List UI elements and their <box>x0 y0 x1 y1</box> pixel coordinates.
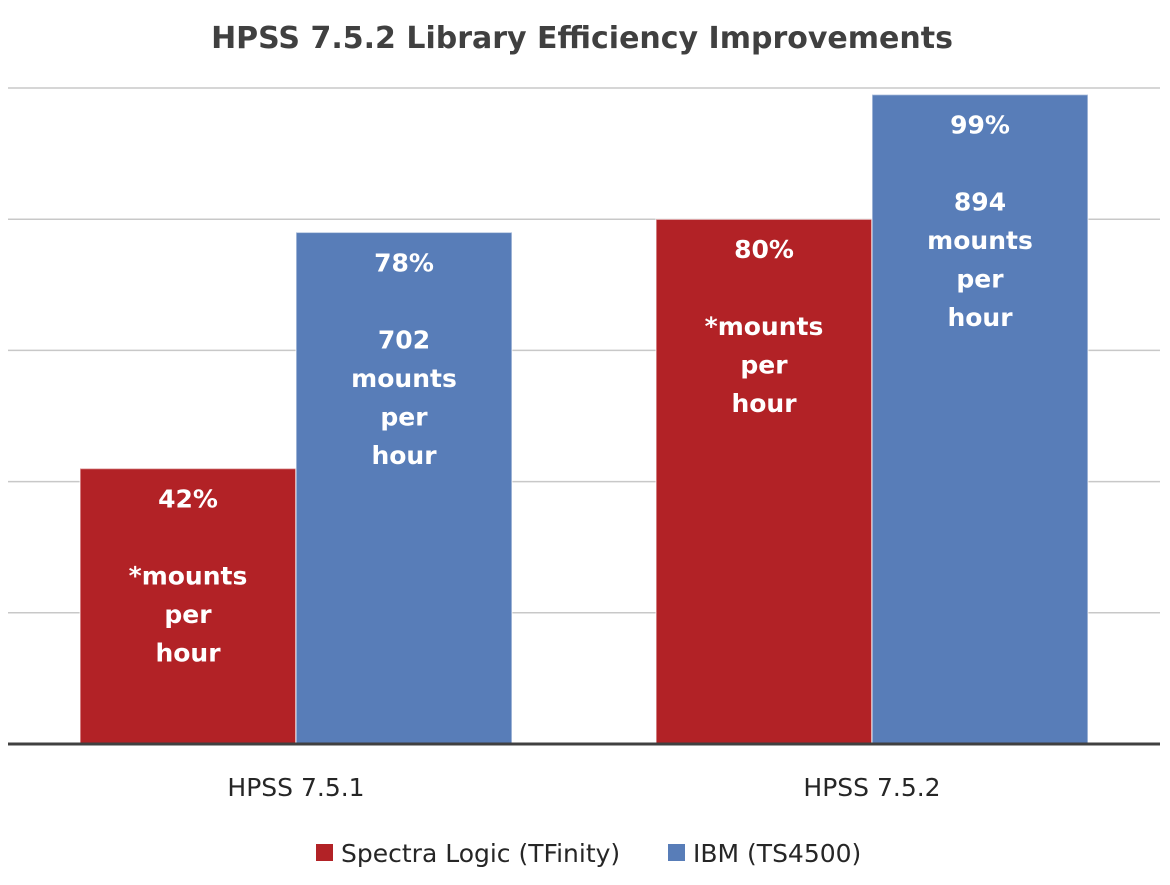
data-label: hour <box>731 389 797 418</box>
data-label: *mounts <box>705 312 824 341</box>
data-label: per <box>380 402 428 431</box>
category-labels: HPSS 7.5.1 HPSS 7.5.2 <box>227 773 940 802</box>
data-label: per <box>740 351 788 380</box>
bars: 42% *mounts per hour 78% 702 mounts per hour 80% *… <box>79 93 1089 745</box>
data-label: per <box>164 600 212 629</box>
category-label: HPSS 7.5.2 <box>803 773 940 802</box>
data-label: mounts <box>927 226 1033 255</box>
data-label: *mounts <box>129 561 248 590</box>
legend: Spectra Logic (TFinity) IBM (TS4500) <box>316 839 861 868</box>
data-label: 42% <box>158 484 218 513</box>
bar <box>871 93 1089 745</box>
data-label: 78% <box>374 248 434 277</box>
data-label: 99% <box>950 111 1010 140</box>
legend-item: IBM (TS4500) <box>668 839 861 868</box>
data-label: mounts <box>351 364 457 393</box>
data-label: 80% <box>734 235 794 264</box>
category-label: HPSS 7.5.1 <box>227 773 364 802</box>
data-label: hour <box>155 638 221 667</box>
data-label: per <box>956 265 1004 294</box>
legend-label: Spectra Logic (TFinity) <box>341 839 620 868</box>
data-label: hour <box>947 303 1013 332</box>
data-label: hour <box>371 441 437 470</box>
data-label: 894 <box>954 188 1006 217</box>
legend-label: IBM (TS4500) <box>693 839 861 868</box>
legend-swatch <box>316 844 333 861</box>
legend-swatch <box>668 844 685 861</box>
bar <box>655 218 873 745</box>
chart-title: HPSS 7.5.2 Library Efficiency Improvemen… <box>211 21 953 56</box>
bar <box>295 231 513 745</box>
legend-item: Spectra Logic (TFinity) <box>316 839 620 868</box>
data-label: 702 <box>378 325 430 354</box>
bar <box>79 467 297 745</box>
